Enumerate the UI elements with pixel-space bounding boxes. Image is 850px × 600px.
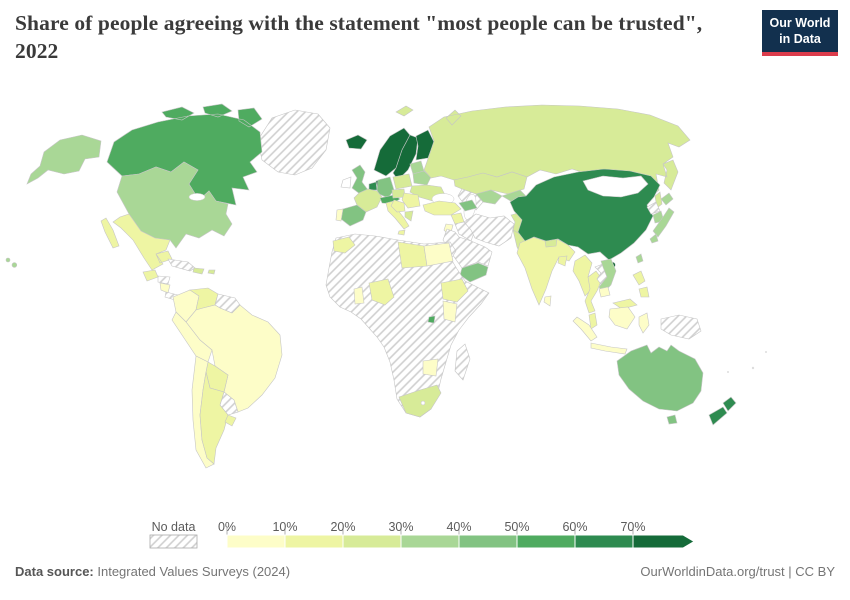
country-united-states[interactable] bbox=[5, 134, 233, 268]
country-uruguay[interactable] bbox=[224, 414, 237, 427]
country-libya[interactable] bbox=[397, 241, 428, 269]
legend-bin-swatch[interactable] bbox=[400, 534, 460, 549]
country-honduras[interactable] bbox=[157, 275, 171, 285]
country-south-africa[interactable] bbox=[398, 384, 442, 418]
legend-tick-label: 0% bbox=[218, 520, 236, 534]
country-guatemala[interactable] bbox=[142, 269, 159, 282]
country-egypt[interactable] bbox=[423, 242, 454, 267]
country-puerto-rico[interactable] bbox=[207, 269, 216, 275]
legend-tick-label: 30% bbox=[388, 520, 413, 534]
country-nigeria[interactable] bbox=[368, 278, 395, 306]
country-netherlands[interactable] bbox=[368, 181, 378, 191]
legend-tick-label: 10% bbox=[272, 520, 297, 534]
country-morocco[interactable] bbox=[332, 236, 356, 254]
country-mongolia[interactable] bbox=[582, 175, 649, 198]
legend-tick-label: 40% bbox=[446, 520, 471, 534]
country-romania-bulgaria[interactable] bbox=[401, 192, 421, 209]
legend-no-data-swatch[interactable] bbox=[149, 534, 198, 549]
country-nicaragua[interactable] bbox=[159, 282, 171, 294]
legend-tick-label: 70% bbox=[620, 520, 645, 534]
country-sweden[interactable] bbox=[392, 134, 419, 181]
country-iceland[interactable] bbox=[345, 134, 368, 150]
legend-bin-swatch-arrow[interactable] bbox=[632, 534, 695, 549]
country-ireland[interactable] bbox=[340, 176, 352, 189]
legend-bin-swatch[interactable] bbox=[516, 534, 576, 549]
country-kenya[interactable] bbox=[442, 300, 458, 323]
lesotho-dot bbox=[420, 400, 426, 406]
country-poland[interactable] bbox=[392, 173, 413, 190]
legend-no-data-label: No data bbox=[152, 520, 196, 534]
country-north-korea[interactable] bbox=[646, 201, 661, 215]
country-philippines[interactable] bbox=[632, 270, 650, 298]
country-bangladesh[interactable] bbox=[557, 255, 568, 267]
legend-tick-label: 60% bbox=[562, 520, 587, 534]
legend-bin-swatch[interactable] bbox=[226, 534, 286, 549]
footer-data-source: Data source: Integrated Values Surveys (… bbox=[15, 564, 290, 579]
country-cambodia[interactable] bbox=[598, 286, 611, 298]
owid-logo: Our World in Data bbox=[762, 10, 838, 57]
country-zimbabwe[interactable] bbox=[422, 358, 439, 377]
country-madagascar[interactable] bbox=[454, 343, 471, 381]
country-indonesia[interactable] bbox=[572, 306, 650, 362]
country-thailand[interactable] bbox=[584, 270, 603, 314]
country-hispaniola[interactable] bbox=[192, 267, 205, 275]
page-title: Share of people agreeing with the statem… bbox=[15, 11, 703, 63]
country-australia[interactable] bbox=[616, 344, 704, 425]
pacific-island-dot bbox=[765, 351, 767, 353]
country-greece[interactable] bbox=[404, 210, 414, 222]
legend-bin-swatch[interactable] bbox=[284, 534, 344, 549]
world-map: No data 0% 10% 20% 30% 40% 50% 60% 70% bbox=[5, 103, 767, 549]
footer-source-label: Data source: bbox=[15, 564, 94, 579]
country-balkans[interactable] bbox=[390, 199, 406, 213]
country-cuba[interactable] bbox=[167, 258, 196, 272]
country-mexico[interactable] bbox=[100, 213, 173, 271]
country-rwanda[interactable] bbox=[427, 315, 436, 324]
pacific-island-dot bbox=[751, 366, 755, 370]
country-new-guinea[interactable] bbox=[660, 314, 702, 340]
country-malaysia[interactable] bbox=[588, 298, 638, 330]
chart-footer: Data source: Integrated Values Surveys (… bbox=[0, 564, 850, 579]
legend-bin-swatch[interactable] bbox=[458, 534, 518, 549]
country-africa-interior[interactable] bbox=[325, 233, 490, 418]
country-sri-lanka[interactable] bbox=[543, 295, 552, 307]
country-japan[interactable] bbox=[649, 192, 675, 244]
legend-bin-swatch[interactable] bbox=[574, 534, 634, 549]
country-greenland[interactable] bbox=[257, 109, 331, 176]
country-turkey[interactable] bbox=[422, 200, 462, 216]
country-argentina[interactable] bbox=[199, 371, 229, 465]
country-ethiopia[interactable] bbox=[440, 278, 469, 303]
country-myanmar[interactable] bbox=[572, 254, 593, 297]
legend-tick-label: 50% bbox=[504, 520, 529, 534]
country-portugal[interactable] bbox=[335, 208, 344, 222]
great-lakes bbox=[188, 193, 206, 201]
country-new-zealand[interactable] bbox=[708, 396, 737, 426]
country-arctic-islands[interactable] bbox=[395, 105, 414, 117]
country-france[interactable] bbox=[353, 188, 383, 213]
country-belarus[interactable] bbox=[412, 170, 432, 186]
country-caucasus[interactable] bbox=[458, 199, 478, 212]
map-legend: No data 0% 10% 20% 30% 40% 50% 60% 70% bbox=[149, 520, 695, 549]
pacific-island-dot bbox=[727, 371, 729, 373]
owid-logo-line2: in Data bbox=[779, 31, 821, 46]
legend-bin-swatch[interactable] bbox=[342, 534, 402, 549]
country-taiwan[interactable] bbox=[635, 253, 644, 264]
country-russia[interactable] bbox=[423, 104, 691, 209]
country-ghana[interactable] bbox=[353, 286, 365, 305]
country-brazil[interactable] bbox=[185, 304, 283, 413]
legend-tick-label: 20% bbox=[330, 520, 355, 534]
footer-source-text: Integrated Values Surveys (2024) bbox=[93, 564, 291, 579]
country-iran[interactable] bbox=[463, 213, 515, 247]
country-united-kingdom[interactable] bbox=[351, 164, 369, 195]
footer-license-link[interactable]: OurWorldinData.org/trust | CC BY bbox=[640, 564, 835, 579]
country-canada[interactable] bbox=[106, 103, 263, 206]
owid-logo-line1: Our World bbox=[769, 16, 831, 30]
